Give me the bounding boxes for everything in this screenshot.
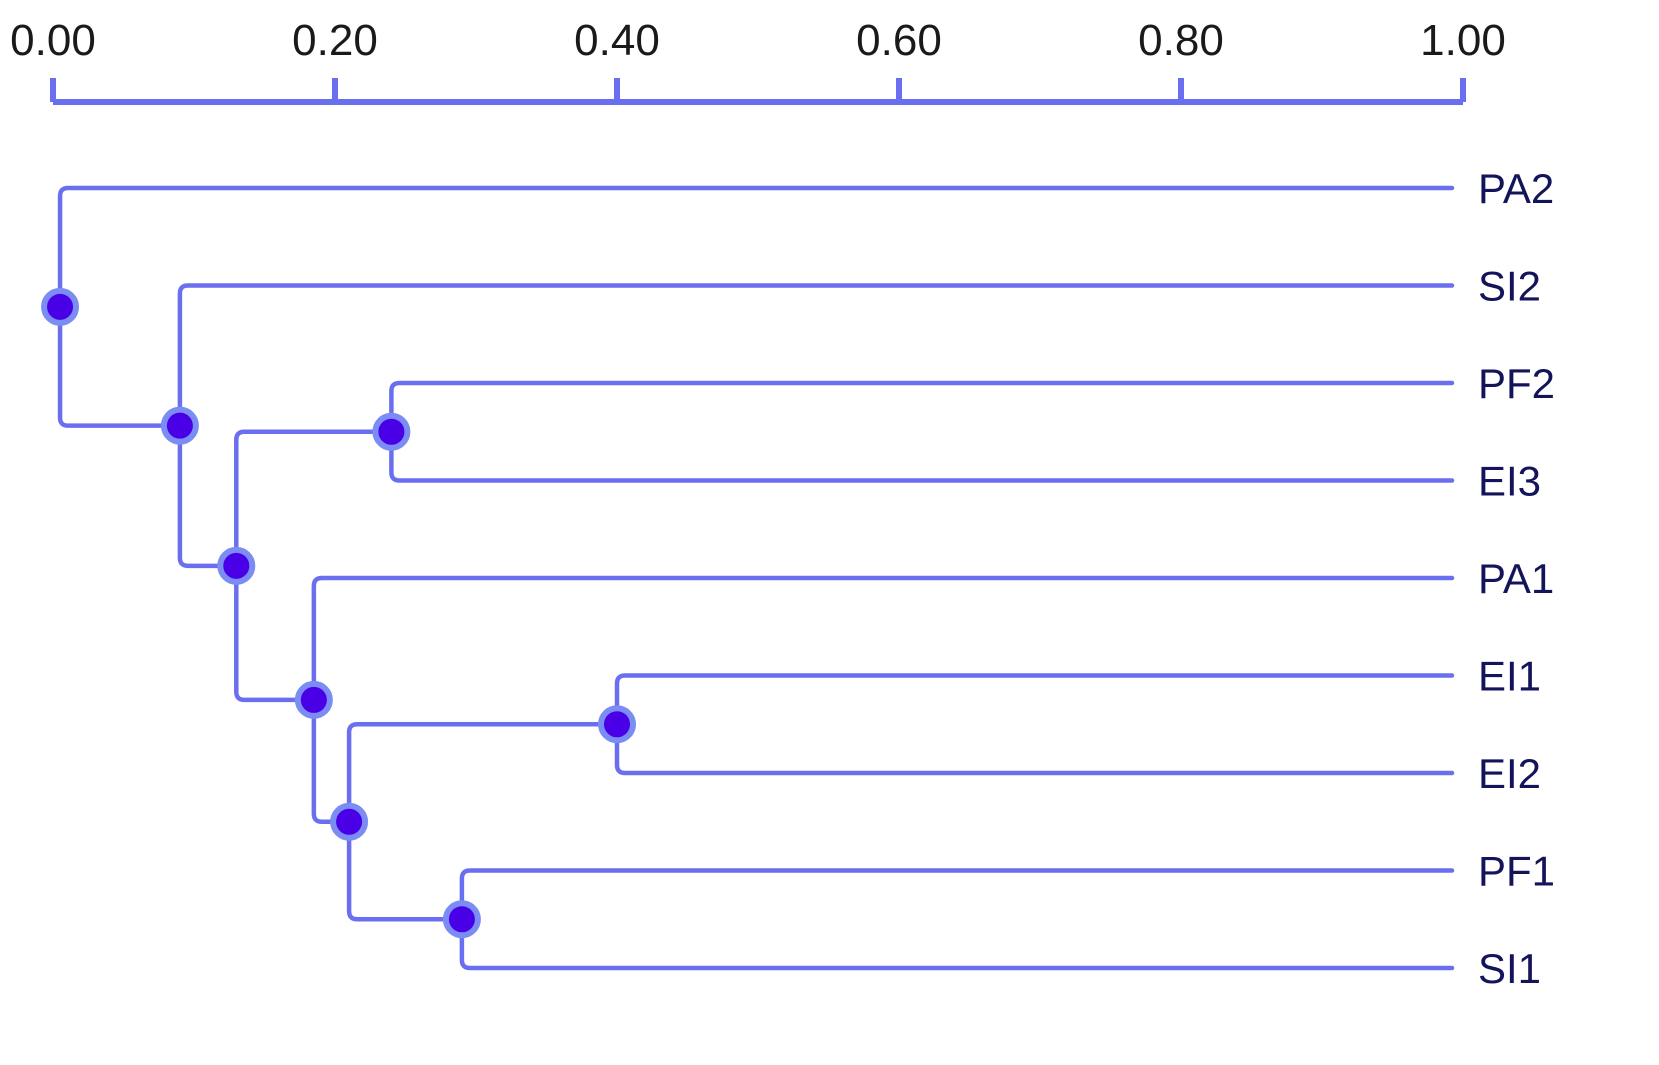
leaf-label: PA1 xyxy=(1478,555,1554,602)
merge-node xyxy=(217,546,256,585)
dendrogram-branches xyxy=(57,185,1455,971)
dendrogram-branch xyxy=(459,917,1455,971)
leaf-label: SI1 xyxy=(1478,945,1541,992)
dendrogram-branch xyxy=(234,429,394,569)
dendrogram-branch xyxy=(614,722,1455,776)
leaf-label: PA2 xyxy=(1478,165,1554,212)
leaf-label: EI2 xyxy=(1478,750,1541,797)
top-axis: 0.00 0.20 0.40 0.60 0.80 1.00 xyxy=(10,16,1506,105)
leaf-label: SI2 xyxy=(1478,263,1541,310)
merge-node xyxy=(330,802,369,841)
dendrogram-branch xyxy=(177,283,1455,428)
dendrogram-branch xyxy=(389,429,1455,483)
dendrogram-branch xyxy=(459,868,1455,922)
axis-tick-label: 0.80 xyxy=(1138,16,1224,65)
dendrogram-branch xyxy=(311,697,352,824)
axis-tick-label: 0.20 xyxy=(292,16,378,65)
leaf-label: EI3 xyxy=(1478,458,1541,505)
merge-node xyxy=(442,900,481,939)
leaf-label: PF1 xyxy=(1478,848,1555,895)
leaf-label: PF2 xyxy=(1478,360,1555,407)
axis-tick-label: 0.60 xyxy=(856,16,942,65)
merge-node xyxy=(160,406,199,445)
dendrogram-branch xyxy=(57,304,183,428)
dendrogram-branch xyxy=(389,380,1455,434)
merge-node xyxy=(372,412,411,451)
dendrogram-branch xyxy=(234,563,317,703)
dendrogram-branch xyxy=(346,722,620,824)
dendrogram-branch xyxy=(177,423,239,569)
axis-tick-label: 0.40 xyxy=(574,16,660,65)
merge-node xyxy=(294,680,333,719)
leaf-label: EI1 xyxy=(1478,653,1541,700)
dendrogram-branch xyxy=(614,673,1455,727)
leaf-labels: PA2 SI2 PF2 EI3 PA1 EI1 EI2 PF1 SI1 xyxy=(1478,165,1555,992)
dendrogram-branch xyxy=(57,185,1455,310)
axis-tick-label: 0.00 xyxy=(10,16,96,65)
merge-nodes xyxy=(41,287,636,939)
dendrogram-branch xyxy=(346,819,465,922)
merge-node xyxy=(598,705,636,744)
axis-tick-label: 1.00 xyxy=(1420,16,1506,65)
merge-node xyxy=(41,287,80,326)
dendrogram-branch xyxy=(311,575,1455,703)
